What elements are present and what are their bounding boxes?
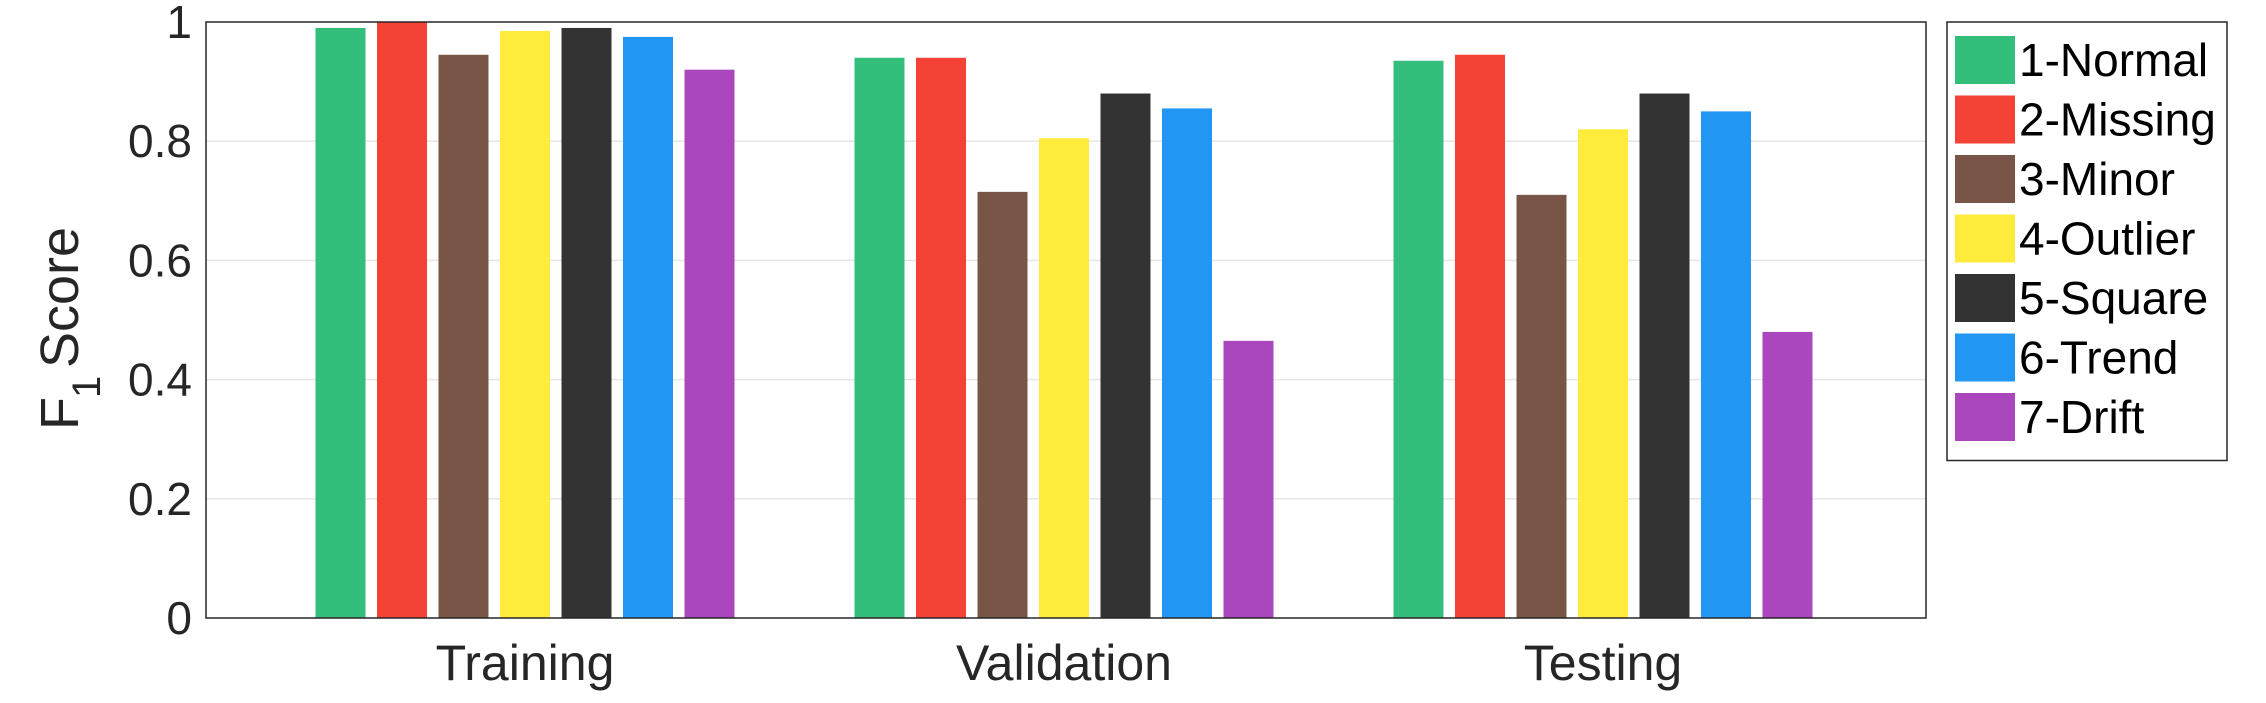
bar-6-trend-training — [623, 36, 673, 618]
legend-label: 5-Square — [2019, 272, 2208, 324]
legend-swatch — [1955, 274, 2015, 322]
y-tick-label: 1 — [166, 0, 192, 48]
bar-1-normal-testing — [1393, 60, 1444, 619]
axes-box — [205, 21, 1927, 619]
bar-7-drift-training — [684, 69, 735, 619]
y-axis-label-rest: Score — [30, 227, 90, 368]
legend-swatch — [1955, 155, 2015, 203]
y-tick-label: 0 — [166, 592, 192, 644]
bar-4-outlier-testing — [1578, 129, 1628, 618]
legend-label: 7-Drift — [2019, 391, 2144, 443]
legend-swatch — [1955, 214, 2015, 263]
y-axis-label-main: F — [30, 397, 90, 430]
y-tick-label: 0.4 — [128, 354, 192, 406]
bar-2-missing-validation — [916, 57, 966, 618]
x-tick-labels: Training Validation Testing — [436, 635, 1683, 691]
legend-label: 6-Trend — [2019, 332, 2178, 384]
legend-label: 3-Minor — [2019, 153, 2175, 205]
y-axis-label: F 1 Score — [30, 227, 109, 430]
x-tick-label: Testing — [1524, 635, 1682, 691]
y-tick-label: 0.2 — [128, 473, 192, 525]
bar-7-drift-validation — [1223, 340, 1274, 618]
bar-5-square-training — [561, 27, 612, 618]
legend-label: 1-Normal — [2019, 34, 2208, 86]
legend-label: 4-Outlier — [2019, 213, 2195, 265]
bar-1-normal-training — [315, 27, 366, 618]
bar-3-minor-training — [438, 54, 489, 618]
bars — [315, 22, 1813, 619]
x-tick-label: Validation — [956, 635, 1172, 691]
legend-swatch — [1955, 393, 2015, 441]
bar-6-trend-validation — [1162, 108, 1212, 619]
legend: 1-Normal 2-Missing 3-Minor 4-Outlier 5-Squar… — [1946, 21, 2228, 462]
bar-5-square-testing — [1639, 93, 1690, 618]
bar-3-minor-testing — [1516, 194, 1567, 618]
bar-3-minor-validation — [977, 191, 1028, 619]
legend-label: 2-Missing — [2019, 94, 2216, 146]
y-tick-labels: 0 0.2 0.4 0.6 0.8 1 — [128, 0, 192, 644]
bar-6-trend-testing — [1701, 111, 1751, 619]
bar-1-normal-validation — [854, 57, 905, 618]
x-tick-label: Training — [436, 635, 615, 691]
bar-7-drift-testing — [1762, 331, 1813, 618]
legend-swatch — [1955, 36, 2015, 84]
y-tick-label: 0.8 — [128, 115, 192, 167]
legend-swatch — [1955, 95, 2015, 144]
bar-2-missing-training — [377, 22, 427, 618]
bar-4-outlier-training — [500, 30, 550, 618]
bar-5-square-validation — [1100, 93, 1151, 618]
y-axis-label-subscript: 1 — [65, 376, 109, 398]
bar-4-outlier-validation — [1039, 138, 1089, 618]
bar-2-missing-testing — [1455, 54, 1505, 618]
y-tick-label: 0.6 — [128, 234, 192, 286]
legend-swatch — [1955, 333, 2015, 382]
